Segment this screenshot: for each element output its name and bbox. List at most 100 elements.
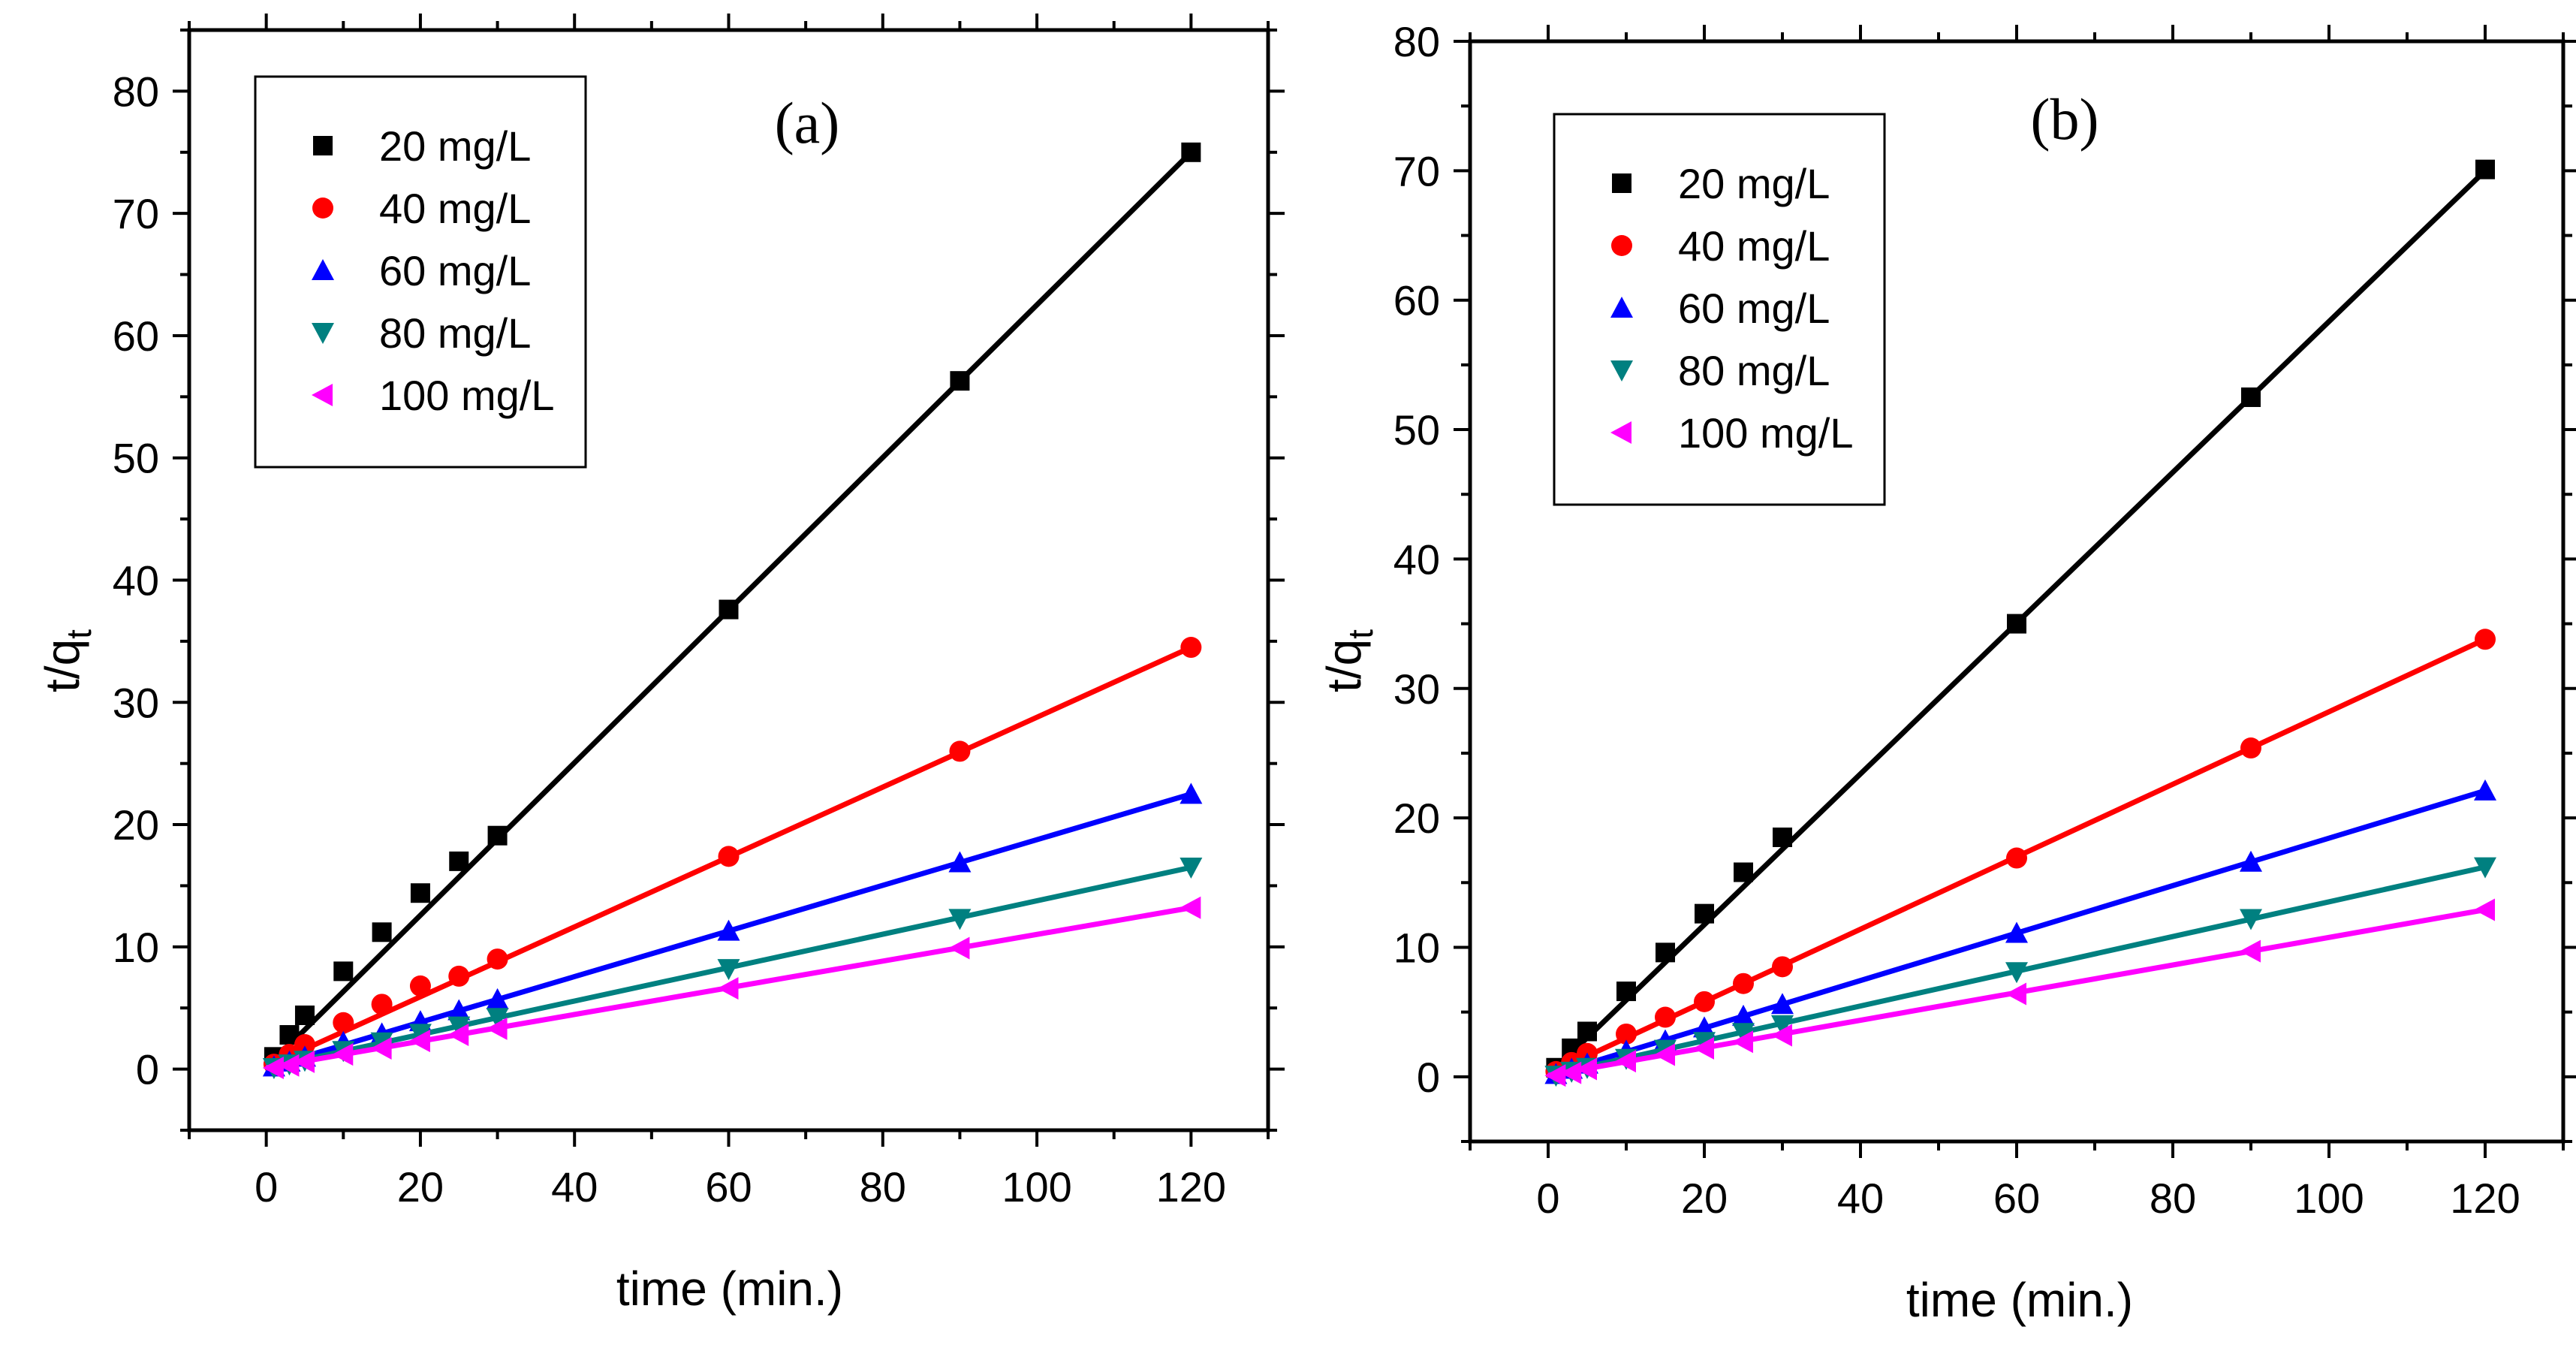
y-axis-title-main: t/q xyxy=(1317,639,1371,692)
data-point xyxy=(278,1054,300,1077)
legend-label: 60 mg/L xyxy=(379,247,531,294)
data-point xyxy=(1577,1021,1597,1042)
x-tick-label: 60 xyxy=(1993,1175,2040,1222)
x-tick-label: 100 xyxy=(2294,1175,2364,1222)
legend-marker xyxy=(1610,297,1633,318)
data-point xyxy=(333,961,354,982)
y-axis-title: t/qt xyxy=(1317,629,1380,692)
y-tick-label: 60 xyxy=(1393,277,1440,324)
data-point xyxy=(1576,1057,1597,1081)
data-point xyxy=(486,1017,508,1040)
y-tick-label: 70 xyxy=(113,190,159,237)
series-1 xyxy=(263,637,1202,1075)
x-tick-label: 20 xyxy=(397,1163,444,1211)
data-point xyxy=(372,922,392,942)
legend-item: 100 mg/L xyxy=(312,372,555,419)
legend-label: 40 mg/L xyxy=(379,185,531,232)
y-tick-label: 50 xyxy=(113,435,159,482)
chart-panel-b: 0 20 40 60 80 100 120 0 10 20 30 40 50 60 70 80 time (mi… xyxy=(1317,18,2576,1327)
legend-item: 100 mg/L xyxy=(1610,409,1854,457)
x-axis-title: time (min.) xyxy=(616,1262,843,1316)
legend-item: 60 mg/L xyxy=(312,247,531,294)
data-point xyxy=(486,988,509,1009)
y-tick-label: 20 xyxy=(113,801,159,849)
legend-frame xyxy=(254,75,587,469)
legend-item: 40 mg/L xyxy=(312,185,531,232)
data-point xyxy=(2006,847,2027,869)
y-tick-label: 0 xyxy=(136,1046,159,1093)
data-point xyxy=(2240,737,2261,759)
y-tick-label: 50 xyxy=(1393,406,1440,454)
data-point xyxy=(1656,942,1675,963)
data-point xyxy=(408,1024,432,1045)
legend-marker xyxy=(312,259,334,280)
y-tick-label: 0 xyxy=(1417,1054,1440,1101)
legend-marker xyxy=(1612,173,1631,193)
y-axis-title-subscript: t xyxy=(1341,629,1380,639)
data-point xyxy=(1180,858,1203,879)
data-point xyxy=(1180,896,1201,919)
y-tick-label: 40 xyxy=(113,557,159,605)
x-tick-label: 120 xyxy=(2450,1175,2520,1222)
legend-item: 60 mg/L xyxy=(1610,285,1830,332)
data-point xyxy=(1771,1015,1794,1036)
legend-item: 80 mg/L xyxy=(1610,347,1830,394)
data-point xyxy=(2240,850,2262,872)
data-point xyxy=(410,883,430,903)
y-axis-title-subscript: t xyxy=(59,629,98,639)
data-point xyxy=(447,999,471,1021)
data-point xyxy=(717,919,740,941)
legend-label: 20 mg/L xyxy=(379,122,531,170)
series-4 xyxy=(262,896,1201,1079)
data-point xyxy=(2007,614,2026,634)
x-tick-label: 40 xyxy=(1837,1175,1884,1222)
x-tick-label: 20 xyxy=(1681,1175,1728,1222)
data-point xyxy=(409,975,431,997)
data-point xyxy=(1732,1004,1755,1026)
data-point xyxy=(1616,1023,1637,1045)
data-point xyxy=(1773,827,1792,847)
data-point xyxy=(2474,779,2496,801)
panel-label: (a) xyxy=(775,90,840,155)
data-point xyxy=(719,599,739,620)
legend-label: 80 mg/L xyxy=(1678,347,1830,394)
legend-label: 80 mg/L xyxy=(379,309,531,357)
y-tick-label: 20 xyxy=(1393,795,1440,842)
legend-marker xyxy=(312,198,333,219)
data-point xyxy=(293,1050,315,1073)
x-tick-label: 0 xyxy=(1536,1175,1559,1222)
data-point xyxy=(1734,862,1753,882)
data-point xyxy=(717,959,740,981)
data-point xyxy=(2474,857,2496,879)
legend-frame xyxy=(1553,113,1886,506)
data-point xyxy=(447,1016,471,1038)
data-point xyxy=(487,825,508,846)
x-axis-ticks: 0 20 40 60 80 100 120 xyxy=(188,14,1270,1211)
legend: 20 mg/L 40 mg/L 60 mg/L 80 mg/L 100 mg/L xyxy=(254,75,587,469)
y-tick-label: 10 xyxy=(1393,924,1440,971)
data-point xyxy=(1733,973,1754,994)
data-point xyxy=(1655,1006,1676,1028)
data-point xyxy=(1732,1023,1755,1045)
data-point xyxy=(1732,1030,1753,1054)
data-point xyxy=(950,371,970,391)
data-point xyxy=(1772,956,1793,978)
y-tick-label: 40 xyxy=(1393,535,1440,583)
legend-label: 40 mg/L xyxy=(1678,222,1830,270)
data-point xyxy=(949,740,971,762)
legend-marker xyxy=(1611,235,1632,256)
data-point xyxy=(948,936,970,960)
data-point xyxy=(1180,783,1203,804)
data-point xyxy=(262,1056,284,1079)
legend-marker xyxy=(313,136,333,155)
x-tick-label: 100 xyxy=(1002,1163,1071,1211)
legend: 20 mg/L 40 mg/L 60 mg/L 80 mg/L 100 mg/L xyxy=(1553,113,1886,506)
data-point xyxy=(2475,629,2496,650)
legend-marker xyxy=(1610,421,1631,444)
panel-label: (b) xyxy=(2031,86,2099,152)
x-tick-label: 80 xyxy=(860,1163,906,1211)
y-axis-ticks: 0 10 20 30 40 50 60 70 80 xyxy=(1393,18,2576,1143)
data-point xyxy=(2241,387,2261,407)
data-point xyxy=(2475,159,2495,179)
